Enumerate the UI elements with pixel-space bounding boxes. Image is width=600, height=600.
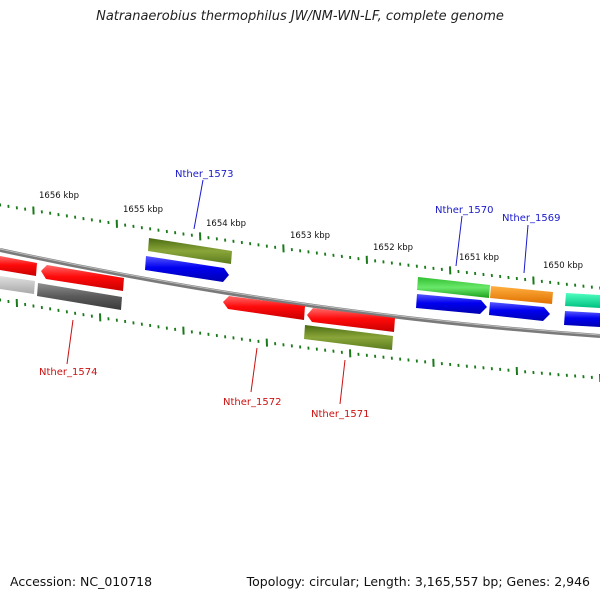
gene-label-nther-1571[interactable]: Nther_1571 [311, 409, 369, 420]
leader-line [193, 179, 204, 230]
gene-feature[interactable] [564, 311, 600, 327]
kbp-label: 1655 kbp [123, 205, 163, 215]
leader-line [523, 224, 529, 274]
genome-backbone-highlight [0, 248, 600, 336]
gene-feature[interactable] [489, 302, 550, 321]
gene-feature[interactable] [307, 308, 395, 332]
genome-backbone [0, 248, 600, 338]
gene-feature[interactable] [416, 294, 487, 314]
outer-tick-ring [0, 203, 600, 290]
gene-feature[interactable] [148, 238, 232, 264]
gene-feature[interactable] [145, 256, 229, 282]
genome-summary: Topology: circular; Length: 3,165,557 bp… [246, 574, 590, 589]
gene-label-nther-1570[interactable]: Nther_1570 [435, 205, 493, 216]
label-leaders [66, 179, 529, 405]
kbp-label: 1650 kbp [543, 261, 583, 271]
gene-feature[interactable] [0, 276, 35, 294]
gene-label-nther-1574[interactable]: Nther_1574 [39, 367, 97, 378]
gene-feature[interactable] [0, 256, 37, 276]
gene-feature[interactable] [223, 296, 305, 320]
gene-feature[interactable] [304, 325, 393, 350]
gene-track-forward [145, 256, 600, 327]
kbp-label: 1656 kbp [39, 191, 79, 201]
gene-feature[interactable] [417, 277, 490, 298]
leader-line [339, 359, 346, 405]
gene-label-nther-1573[interactable]: Nther_1573 [175, 169, 233, 180]
gene-feature[interactable] [41, 265, 124, 291]
gene-track-inner [0, 276, 393, 350]
kbp-label: 1653 kbp [290, 231, 330, 241]
gene-feature[interactable] [490, 286, 553, 304]
kbp-label: 1654 kbp [206, 219, 246, 229]
leader-line [66, 319, 74, 365]
kbp-label: 1651 kbp [459, 253, 499, 263]
leader-line [250, 347, 258, 393]
inner-tick-ring [0, 298, 600, 383]
map-title: Natranaerobius thermophilus JW/NM-WN-LF,… [96, 9, 504, 24]
gene-track-reverse [0, 256, 395, 332]
leader-line [455, 215, 463, 267]
gene-labels: Nther_1573 Nther_1570 Nther_1569 Nther_1… [39, 169, 560, 420]
kbp-label: 1652 kbp [373, 243, 413, 253]
accession-label: Accession: NC_010718 [10, 574, 153, 589]
gene-feature[interactable] [565, 293, 600, 308]
kbp-scale: 1656 kbp 1655 kbp 1654 kbp 1653 kbp 1652… [39, 191, 583, 271]
gene-label-nther-1572[interactable]: Nther_1572 [223, 397, 281, 408]
gene-label-nther-1569[interactable]: Nther_1569 [502, 213, 560, 224]
gene-feature[interactable] [37, 283, 122, 310]
gene-track-outer [148, 238, 600, 308]
